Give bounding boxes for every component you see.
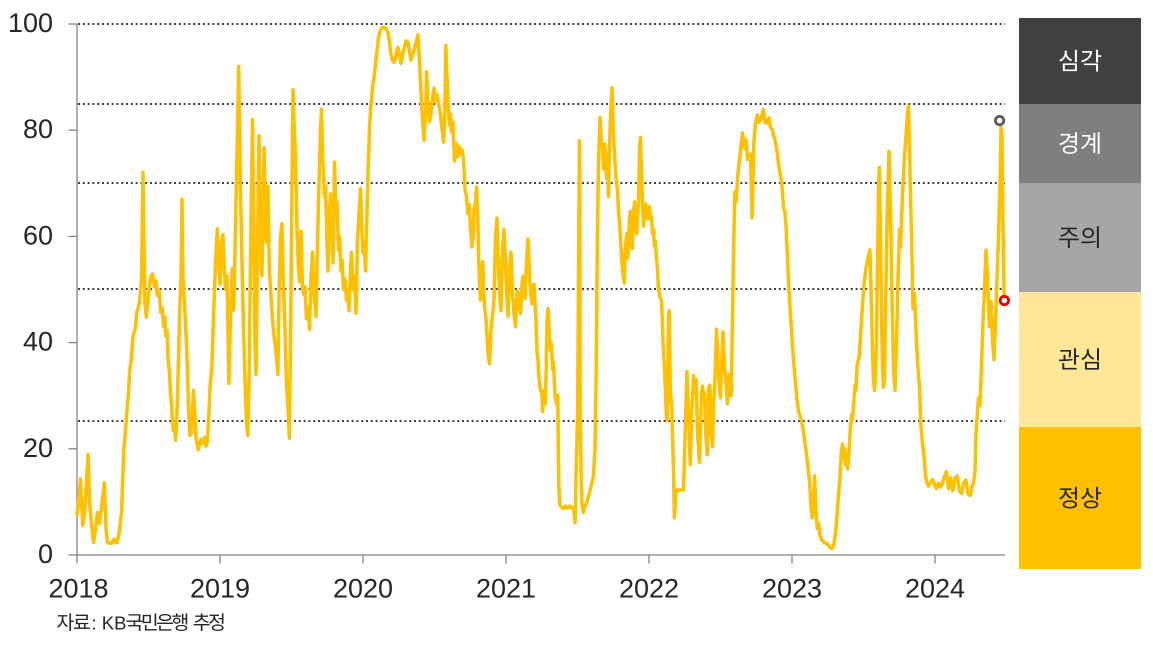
svg-text:2020: 2020 [333,574,393,604]
svg-text:2019: 2019 [190,574,250,604]
svg-text:40: 40 [23,327,53,357]
svg-text:2023: 2023 [762,574,822,604]
svg-text:2022: 2022 [619,574,679,604]
svg-text:80: 80 [23,114,53,144]
svg-text:60: 60 [23,220,53,250]
svg-text:20: 20 [23,433,53,463]
svg-text:2018: 2018 [48,574,108,604]
svg-text:100: 100 [8,8,53,38]
svg-text:2021: 2021 [476,574,536,604]
svg-text:: KB: : KB [92,613,127,634]
svg-text:0: 0 [38,539,53,569]
svg-text:2024: 2024 [905,574,965,604]
